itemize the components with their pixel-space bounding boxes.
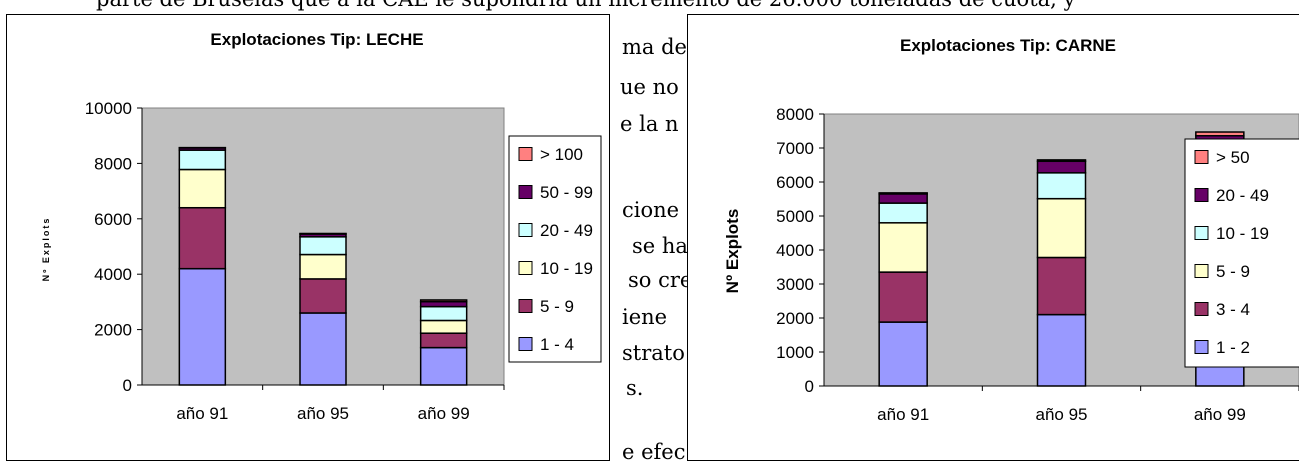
legend-swatch [1195, 189, 1208, 202]
chart-carne: Explotaciones Tip: CARNE 0 1000 2000 3000 400… [687, 14, 1299, 461]
y-tick-label: 7000 [776, 139, 814, 158]
legend-label: 20 - 49 [1216, 186, 1269, 205]
document-line-6: se ha [632, 236, 688, 257]
bar-segment [879, 223, 927, 272]
legend-swatch [1195, 265, 1208, 278]
bar-segment [421, 320, 467, 333]
legend-swatch [519, 224, 532, 237]
legend-label: 3 - 4 [1216, 300, 1250, 319]
bar-segment [300, 255, 346, 279]
bar-segment [300, 279, 346, 313]
y-tick-label: 1000 [776, 343, 814, 362]
chart-leche: Explotaciones Tip: LECHE 0 2000 4000 6000 800… [6, 14, 610, 461]
y-tick-label: 0 [123, 376, 132, 395]
document-line-5: cione [622, 200, 679, 221]
bar-segment [1038, 315, 1086, 386]
y-tick-label: 10000 [85, 99, 132, 118]
legend-label: 20 - 49 [540, 221, 593, 240]
bar-segment [879, 193, 927, 194]
bar-segment [1038, 160, 1086, 161]
x-tick-label: año 99 [418, 404, 470, 423]
y-tick-label: 2000 [776, 309, 814, 328]
legend-swatch [519, 338, 532, 351]
x-tick-label: año 95 [1036, 405, 1088, 424]
document-line-3: ue no [620, 77, 679, 98]
document-line-7: so cre [628, 270, 692, 291]
legend-label: 10 - 19 [540, 259, 593, 278]
bar-segment [179, 150, 225, 169]
legend-label: > 50 [1216, 148, 1250, 167]
chart-leche-svg: Explotaciones Tip: LECHE 0 2000 4000 6000 800… [7, 15, 609, 460]
bar-segment [1196, 132, 1244, 136]
legend-label: 1 - 4 [540, 335, 574, 354]
legend-swatch [519, 262, 532, 275]
legend-swatch [1195, 151, 1208, 164]
bar-segment [879, 194, 927, 203]
y-tick-label: 2000 [94, 321, 132, 340]
y-tick-label: 0 [805, 377, 814, 396]
y-tick-label: 3000 [776, 275, 814, 294]
bar-segment [300, 233, 346, 234]
y-axis-label: Nº Explots [723, 209, 742, 294]
legend-swatch [519, 148, 532, 161]
legend-label: 5 - 9 [540, 297, 574, 316]
legend-swatch [519, 300, 532, 313]
bar-segment [179, 208, 225, 269]
legend-swatch [1195, 341, 1208, 354]
legend-label: 10 - 19 [1216, 224, 1269, 243]
bar-segment [879, 322, 927, 386]
legend-label: > 100 [540, 145, 583, 164]
legend-swatch [519, 186, 532, 199]
chart-title: Explotaciones Tip: CARNE [900, 36, 1116, 55]
bar-segment [421, 333, 467, 347]
x-tick-label: año 95 [297, 404, 349, 423]
x-tick-label: año 91 [176, 404, 228, 423]
bar-segment [179, 269, 225, 385]
legend-swatch [1195, 303, 1208, 316]
legend-swatch [1195, 227, 1208, 240]
bar-segment [421, 348, 467, 385]
legend-label: 1 - 2 [1216, 338, 1250, 357]
bar-segment [421, 300, 467, 302]
y-tick-label: 5000 [776, 207, 814, 226]
bar-segment [179, 169, 225, 207]
document-line-1: parte de Bruselas que a la CAE le supond… [96, 0, 1075, 10]
document-line-4: e la n [620, 114, 679, 135]
document-line-8: iene [622, 307, 667, 328]
y-tick-label: 4000 [776, 241, 814, 260]
bar-segment [300, 237, 346, 255]
legend-box [509, 136, 601, 362]
document-line-9: strato [622, 343, 685, 364]
chart-carne-svg: Explotaciones Tip: CARNE 0 1000 2000 3000 400… [688, 15, 1299, 460]
x-tick-label: año 99 [1194, 405, 1246, 424]
y-tick-label: 4000 [94, 265, 132, 284]
y-tick-label: 6000 [776, 173, 814, 192]
y-tick-label: 6000 [94, 210, 132, 229]
chart-title: Explotaciones Tip: LECHE [210, 30, 423, 49]
bar-segment [1038, 173, 1086, 199]
legend-label: 50 - 99 [540, 183, 593, 202]
x-tick-label: año 91 [877, 405, 929, 424]
bar-segment [879, 272, 927, 322]
document-line-11: e efec [622, 442, 686, 463]
bar-segment [300, 313, 346, 385]
legend-box [1185, 139, 1299, 367]
document-line-2: ma de [622, 37, 687, 58]
bar-segment [879, 203, 927, 223]
legend-label: 5 - 9 [1216, 262, 1250, 281]
y-tick-label: 8000 [776, 105, 814, 124]
bar-segment [421, 307, 467, 321]
y-axis-label: Nº Explots [41, 217, 51, 282]
bar-segment [1038, 161, 1086, 173]
document-line-10: s. [626, 378, 643, 399]
bar-segment [1038, 257, 1086, 314]
y-tick-label: 8000 [94, 154, 132, 173]
bar-segment [1038, 199, 1086, 258]
